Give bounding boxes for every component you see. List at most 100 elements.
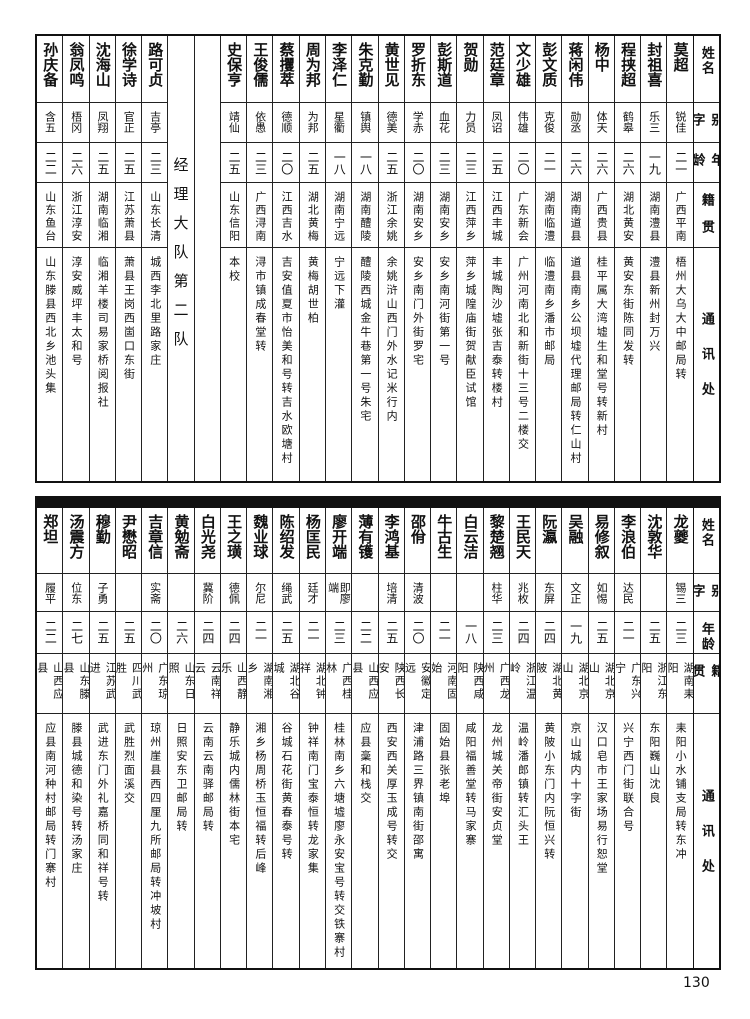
person-column: 魏业球 尔尼 二一 湖南湘乡 湘乡杨周桥玉恒福转后峰 xyxy=(246,508,273,968)
person-origin: 山西应县 xyxy=(37,662,63,701)
person-age: 二四 xyxy=(542,620,557,644)
person-age: 二〇 xyxy=(411,151,426,175)
person-address: 醴陵西城金牛巷第一号朱宅 xyxy=(358,256,372,424)
cell-alias: 伟雄 xyxy=(509,103,536,143)
person-column: 翁凤鸣 梧冈 二六 浙江淳安 淳安威坪丰太和号 xyxy=(62,36,89,481)
cell-age: 二一 xyxy=(614,612,641,654)
cell-origin: 广西贵县 xyxy=(588,183,614,248)
person-name: 吴融 xyxy=(566,514,585,544)
cell-origin: 河南固始 xyxy=(431,654,457,714)
person-name: 李泽仁 xyxy=(330,42,349,87)
cell-alias: 学赤 xyxy=(404,103,431,143)
person-column: 李浪伯 达民 二一 广东兴宁 兴宁西门街联合号 xyxy=(613,508,641,968)
cell-alias: 依愚 xyxy=(247,103,273,143)
cell-address: 钟祥南门宝泰恒转龙家集 xyxy=(300,714,325,968)
person-name: 范廷章 xyxy=(487,42,506,87)
person-name: 彭文质 xyxy=(540,42,559,87)
person-column: 牛古生 二一 河南固始 固始县张老埠 xyxy=(430,508,457,968)
cell-name: 白光尧 xyxy=(194,508,220,574)
person-age: 二六 xyxy=(594,151,609,175)
person-address: 耒阳小水铺支局转东冲 xyxy=(674,722,688,862)
person-origin: 湖南宁远 xyxy=(332,191,346,243)
cell-address: 温岭潘郎镇转汇头王 xyxy=(510,714,535,968)
cell-origin: 四川武胜 xyxy=(115,654,142,714)
person-alias: 德佩 xyxy=(227,582,241,604)
cell-name: 贺勋 xyxy=(457,36,483,103)
person-name: 牛古生 xyxy=(435,514,454,559)
person-origin: 湖北谷城 xyxy=(273,662,299,701)
cell-address: 安乡南河街第一号 xyxy=(431,248,456,481)
cell-age: 二五 xyxy=(378,612,404,654)
person-age: 二五 xyxy=(594,620,609,644)
person-origin: 广东兴宁 xyxy=(614,662,641,701)
person-column: 白光尧 冀阶 二四 云南祥云 云南云南驿邮局转 xyxy=(193,508,220,968)
header-origin: 籍贯 xyxy=(693,664,719,691)
cell-address: 应县南河种村邮局转门寨村 xyxy=(37,714,62,968)
cell-alias: 靖仙 xyxy=(220,103,247,143)
person-name: 王民天 xyxy=(514,514,532,559)
cell-alias: 力员 xyxy=(457,103,483,143)
cell-alias: 达民 xyxy=(614,574,641,612)
person-address: 临湘羊楼司易家桥阅报社 xyxy=(96,256,110,410)
cell-origin: 湖北京山 xyxy=(562,654,588,714)
cell-origin: 湖南澧县 xyxy=(641,183,667,248)
person-age: 二四 xyxy=(516,620,531,644)
cell-name: 阮瀛 xyxy=(536,508,562,574)
cell-age: 二三 xyxy=(142,143,168,183)
person-name: 邵佾 xyxy=(408,514,427,544)
person-address: 萧县王岗西崮口东街 xyxy=(122,256,136,382)
person-age: 一八 xyxy=(332,151,347,175)
person-origin: 湖南澧县 xyxy=(647,191,661,243)
person-age: 二五 xyxy=(489,151,504,175)
person-alias: 依愚 xyxy=(253,111,267,133)
cell-age: 二三 xyxy=(483,612,509,654)
cell-address: 梧州大乌大中邮局转 xyxy=(667,248,692,481)
person-age: 二四 xyxy=(227,620,242,644)
cell-origin: 江西吉水 xyxy=(273,183,299,248)
person-alias: 实斋 xyxy=(148,582,162,604)
person-name: 李鸿基 xyxy=(382,514,401,559)
cell-alias xyxy=(457,574,483,612)
person-age: 二一 xyxy=(542,151,557,175)
person-alias: 达民 xyxy=(621,582,635,604)
person-alias: 位东 xyxy=(69,582,83,604)
person-origin: 湖北钟祥 xyxy=(299,662,326,701)
person-address: 滕县城德和染号转汤家庄 xyxy=(69,722,83,876)
person-address: 萍乡城隍庙街贺献臣试馆 xyxy=(463,256,477,410)
person-column: 封祖喜 乐三 一九 湖南澧县 澧县新州封万兴 xyxy=(640,36,667,481)
cell-alias: 清波 xyxy=(404,574,431,612)
person-alias: 柱华 xyxy=(490,582,504,604)
cell-alias: 梧冈 xyxy=(63,103,89,143)
header-alias: 别字 xyxy=(693,584,719,599)
header-address: 通讯处 xyxy=(698,312,714,417)
person-age: 二五 xyxy=(305,151,320,175)
person-name: 蒋闲伟 xyxy=(566,42,585,87)
cell-age: 二七 xyxy=(63,612,89,654)
cell-age: 二五 xyxy=(641,612,667,654)
cell-origin: 广西龙州 xyxy=(483,654,509,714)
person-origin: 山东日照 xyxy=(168,662,194,701)
cell-name: 郑坦 xyxy=(37,508,63,574)
person-origin: 山西静乐 xyxy=(220,662,247,701)
cell-age: 二六 xyxy=(614,143,641,183)
cell-name: 莫超 xyxy=(667,36,693,103)
person-origin: 广西平南 xyxy=(674,191,688,243)
person-column: 尹懋昭 二五 四川武胜 武胜烈面溪交 xyxy=(114,508,142,968)
cell-origin: 山东日照 xyxy=(168,654,194,714)
cell-name: 徐学诗 xyxy=(115,36,142,103)
person-alias: 冀阶 xyxy=(201,582,215,604)
person-alias: 德美 xyxy=(384,111,398,133)
person-alias: 子勇 xyxy=(96,582,110,604)
cell-address: 湘乡杨周桥玉恒福转后峰 xyxy=(247,714,272,968)
header-name: 姓名 xyxy=(698,46,714,76)
person-column: 彭斯道 血花 二三 湖南安乡 安乡南河街第一号 xyxy=(430,36,457,481)
person-alias: 如惕 xyxy=(595,582,609,604)
person-column: 龙夔 锡三 二三 湖南耒阳 耒阳小水铺支局转东冲 xyxy=(666,508,693,968)
cell-origin: 陕西咸阳 xyxy=(457,654,483,714)
person-age: 一九 xyxy=(647,151,662,175)
person-alias: 力员 xyxy=(463,111,477,133)
person-origin: 四川武胜 xyxy=(115,662,142,701)
header-age: 年龄 xyxy=(693,153,719,168)
cell-name: 罗折东 xyxy=(404,36,431,103)
cell-alias: 兆枚 xyxy=(509,574,536,612)
